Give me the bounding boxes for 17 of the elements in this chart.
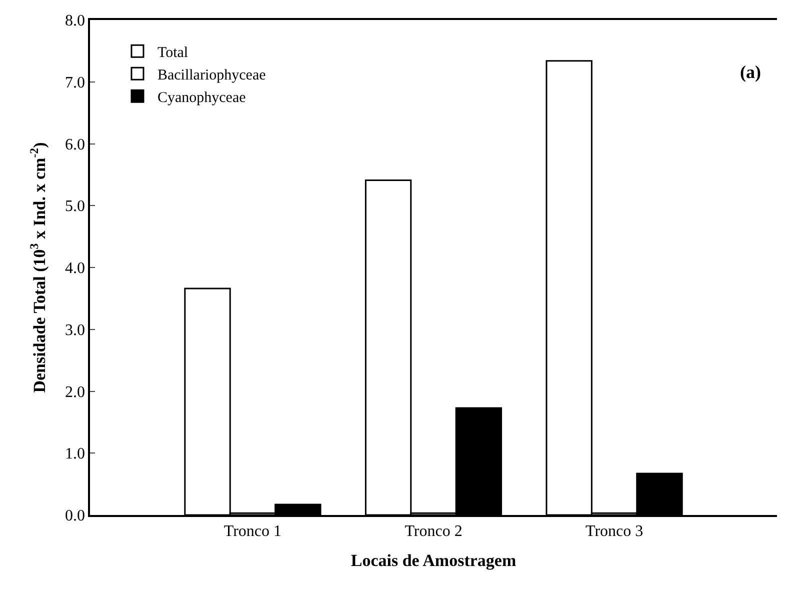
y-tick-label: 1.0	[65, 446, 86, 463]
y-tick-label: 8.0	[65, 12, 86, 30]
x-tick-label: Tronco 2	[404, 522, 462, 540]
annotation: (a)	[740, 62, 761, 82]
y-tick-label: 6.0	[65, 136, 86, 154]
y-tick-label: 2.0	[65, 384, 86, 401]
y-tick-label: 3.0	[65, 322, 86, 339]
y-tick-label: 0.0	[65, 508, 86, 525]
x-tick-label: Tronco 3	[585, 522, 644, 540]
legend-label: Cyanophyceae	[157, 90, 246, 106]
legend-label: Bacillariophyceae	[157, 67, 266, 84]
y-tick-label: 4.0	[65, 260, 86, 278]
x-tick-label: Tronco 1	[224, 522, 282, 540]
legend-label: Total	[157, 44, 188, 61]
y-tick-label: 5.0	[65, 198, 86, 216]
y-tick-label: 7.0	[65, 74, 86, 92]
x-axis-title: Locais de Amostragem	[350, 550, 516, 570]
